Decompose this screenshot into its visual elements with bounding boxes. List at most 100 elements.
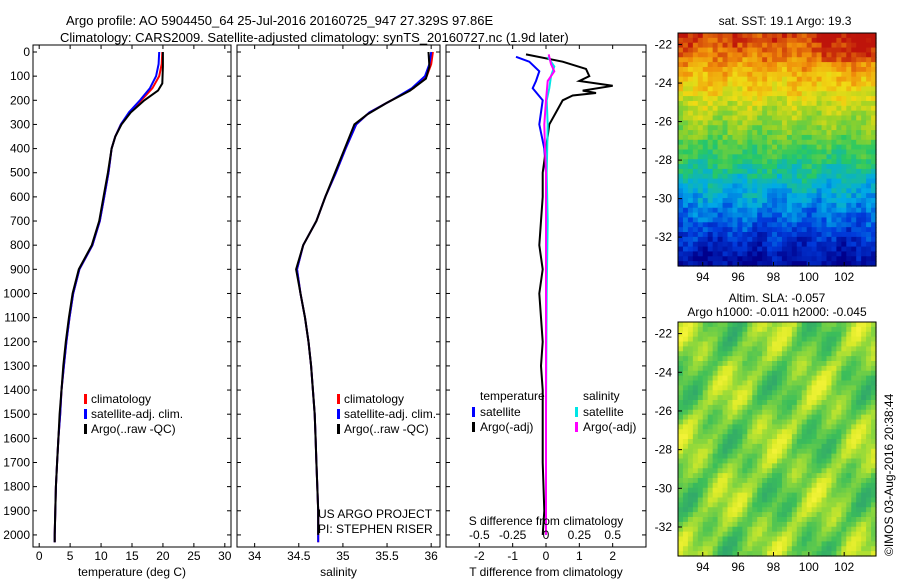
sst_map-cell (712, 232, 719, 238)
sst_map-cell (851, 66, 857, 73)
sla_map-cell (786, 546, 793, 552)
sla_map-cell (861, 429, 867, 435)
sla_map-cell (811, 526, 818, 533)
sst_map-cell (841, 71, 847, 78)
sla_map-cell (846, 336, 852, 343)
sst_map-cell (816, 173, 823, 180)
sla_map-cell (772, 375, 778, 382)
sla_map-cell (836, 512, 842, 518)
sla_map-cell (781, 351, 788, 357)
sst_map-cell (866, 42, 872, 49)
sla_map-cell (772, 443, 778, 450)
sst_map-cell (801, 76, 808, 83)
sla_map-cell (732, 517, 738, 523)
sla_map-xtick-label: 100 (799, 560, 819, 574)
sst_map-cell (732, 178, 738, 185)
sla_map-cell (841, 482, 847, 489)
sst_map-cell (692, 33, 699, 39)
sla_map-cell (801, 356, 808, 362)
sst_map-cell (826, 86, 833, 92)
sla_map-cell (871, 541, 877, 547)
sst_map-cell (732, 110, 738, 117)
sla_map-cell (811, 521, 818, 528)
sla_map-cell (737, 482, 743, 489)
sst_map-cell (801, 47, 808, 54)
sst_map-cell (717, 198, 724, 204)
sst_map-cell (707, 227, 714, 233)
sla_map-cell (702, 429, 709, 435)
sla_map-frame (677, 321, 877, 557)
sst_map-cell (871, 144, 877, 151)
sst_map-cell (811, 33, 818, 39)
sst_map-cell (707, 71, 714, 78)
sla_map-cell (697, 521, 704, 528)
sst_map-xtick-label: 96 (731, 270, 745, 284)
sst_map-cell (712, 236, 719, 243)
sst_map-cell (757, 246, 763, 253)
sst_map-cell (737, 168, 743, 175)
sst_map-cell (856, 71, 862, 78)
sla_map-cell (757, 546, 763, 552)
sla_map-cell (856, 346, 862, 352)
sst_map-cell (702, 139, 709, 146)
sla_map-cell (742, 429, 748, 435)
sla_map-cell (717, 478, 724, 484)
sla_map-cell (781, 487, 788, 494)
sst_map-cell (747, 91, 753, 97)
sla_map-cell (816, 365, 823, 372)
sla_map-cell (727, 395, 734, 401)
sst_map-cell (732, 149, 738, 155)
sla_map-cell (697, 400, 704, 406)
sst_map-cell (707, 232, 714, 238)
sla_map-cell (692, 395, 699, 401)
sla_map-cell (772, 536, 778, 542)
sst_map-cell (697, 236, 704, 243)
sst_map-cell (762, 100, 768, 107)
sst_map-cell (851, 110, 857, 117)
sst_map-cell (786, 76, 793, 83)
sla_map-cell (791, 322, 798, 328)
sla_map-cell (717, 365, 724, 372)
sla_map-cell (811, 468, 818, 474)
sla_map-cell (866, 380, 872, 386)
sst_map-cell (702, 47, 709, 54)
sst_map-cell (777, 76, 783, 83)
sst_map-cell (682, 159, 689, 165)
sla_map-cell (796, 497, 803, 503)
sla_map-cell (777, 414, 783, 421)
sst_map-cell (826, 183, 833, 189)
sst_map-cell (871, 115, 877, 121)
sst_map-cell (697, 115, 704, 121)
sst_map-cell (712, 76, 719, 83)
sst_map-cell (717, 71, 724, 78)
sst_map-cell (851, 37, 857, 44)
sst_map-cell (856, 62, 862, 68)
sst_map-cell (836, 207, 842, 214)
sst_map-cell (752, 76, 758, 83)
sla_map-cell (851, 517, 857, 523)
sla_map-cell (697, 439, 704, 445)
sla_map-cell (866, 468, 872, 474)
sst_map-cell (777, 236, 783, 243)
sla_map-cell (801, 497, 808, 503)
sla_map-cell (801, 365, 808, 372)
sla_map-cell (786, 414, 793, 421)
sla_map-cell (806, 419, 813, 425)
sst_map-cell (762, 164, 768, 170)
sla_map-cell (811, 370, 818, 377)
sst_map-cell (821, 66, 828, 73)
sst_map-cell (687, 62, 694, 68)
sla_map-cell (752, 458, 758, 464)
sst_map-cell (707, 251, 714, 257)
sla_map-cell (861, 375, 867, 382)
sst_map-cell (786, 207, 793, 214)
sla_map-cell (757, 551, 763, 557)
sla_map-cell (687, 429, 694, 435)
sst_map-cell (781, 105, 788, 112)
sst_map-cell (762, 66, 768, 73)
sla_map-cell (806, 531, 813, 538)
sst_map-cell (841, 110, 847, 117)
sst_map-cell (846, 193, 852, 199)
sst_map-cell (682, 115, 689, 121)
sla_map-cell (712, 531, 719, 538)
